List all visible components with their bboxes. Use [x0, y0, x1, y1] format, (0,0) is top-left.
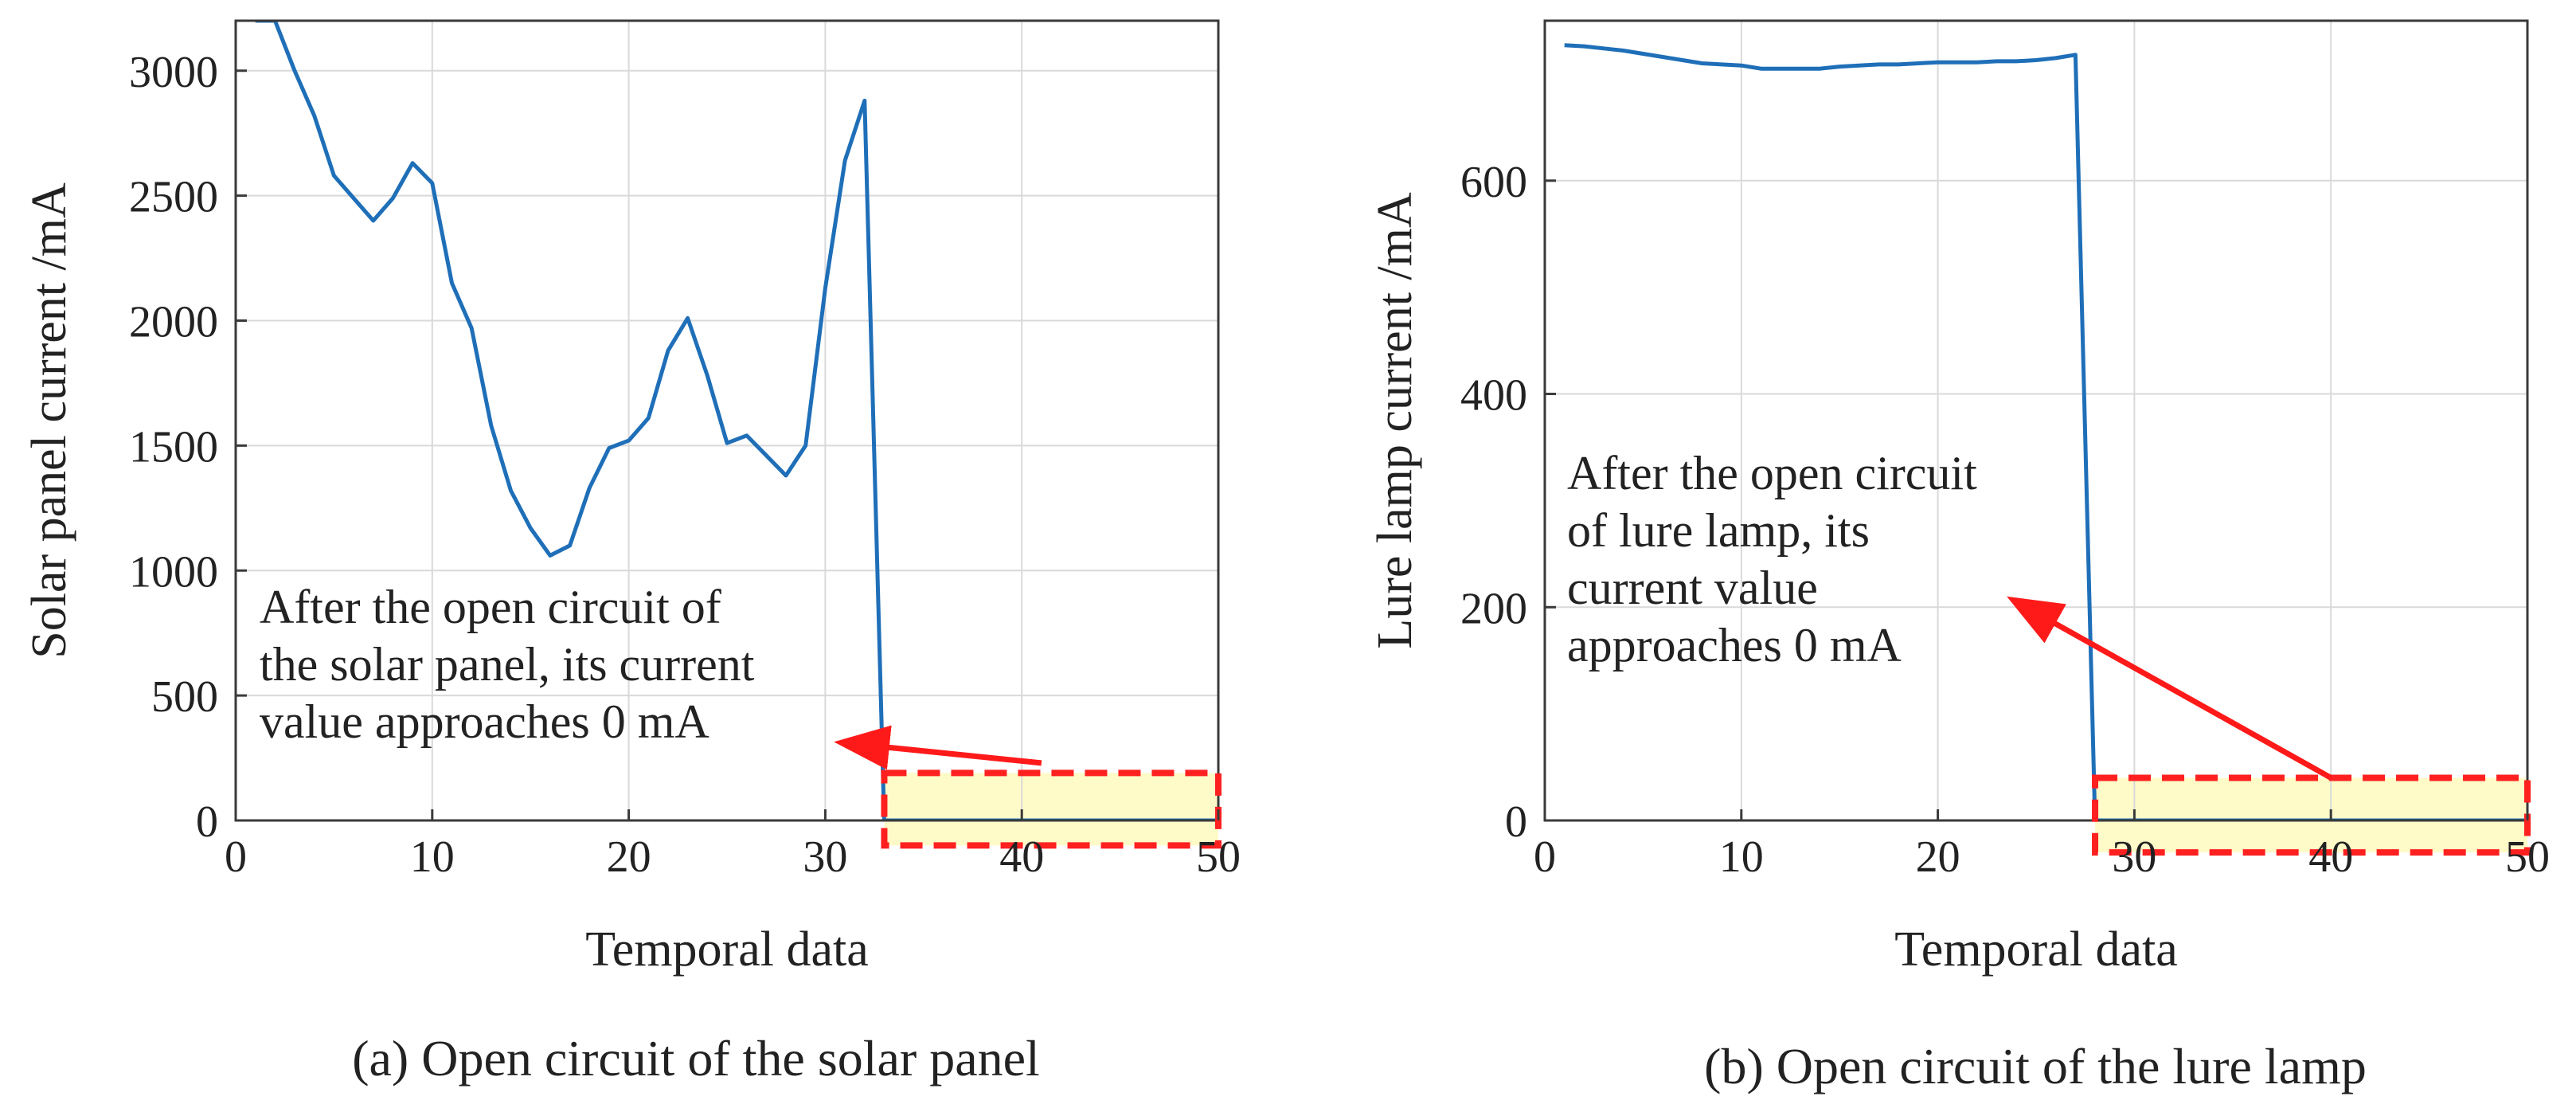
grid-layer-b [1544, 21, 2528, 821]
x-tick-label-a-2: 20 [607, 832, 651, 882]
x-tick-label-a-1: 10 [410, 832, 455, 882]
highlight-layer-a [884, 773, 1218, 846]
y-tick-label-a-1: 500 [151, 672, 218, 722]
x-tick-label-b-2: 20 [1916, 832, 1960, 882]
x-tick-label-a-5: 50 [1196, 832, 1241, 882]
x-tick-label-a-3: 30 [803, 832, 847, 882]
x-tick-label-b-1: 10 [1719, 832, 1764, 882]
y-tick-label-b-1: 200 [1460, 584, 1527, 633]
arrow-layer-a [834, 725, 1042, 770]
highlight-region-b [2095, 777, 2527, 853]
panel-b: 0 10 20 30 40 50 0 200 400 600 Temporal data Lur… [1368, 19, 2550, 1094]
annotation-arrow-a [834, 725, 1042, 770]
x-tick-label-a-0: 0 [225, 832, 247, 882]
x-tick-label-b-3: 30 [2112, 832, 2156, 882]
series-layer-a [255, 21, 1218, 820]
annotation-a-line-2: the solar panel, its current [260, 638, 755, 691]
x-axis-label-a: Temporal data [585, 922, 868, 977]
arrow-layer-b [2007, 596, 2332, 781]
caption-a: (a) Open circuit of the solar panel [352, 1030, 1040, 1087]
plot-frame-b [1543, 19, 2529, 822]
annotation-b-line-4: approaches 0 mA [1567, 619, 1902, 672]
y-axis-label-a: Solar panel current /mA [22, 182, 76, 659]
highlight-border-layer-a [881, 769, 1222, 849]
series-line-a-0 [255, 21, 1218, 820]
annotation-b: After the open circuit of lure lamp, its… [1567, 447, 1989, 672]
annotation-a-line-3: value approaches 0 mA [260, 695, 709, 748]
y-tick-label-b-3: 600 [1460, 158, 1527, 207]
panel-a: 0 10 20 30 40 50 0 500 1000 1500 2000 2500 3000 Tem… [22, 19, 1241, 1087]
annotation-b-line-2: of lure lamp, its [1567, 504, 1870, 557]
y-tick-layer-a: 0 500 1000 1500 2000 2500 3000 [129, 48, 247, 847]
x-axis-label-b: Temporal data [1894, 922, 2177, 977]
y-axis-label-b: Lure lamp current /mA [1368, 192, 1422, 649]
y-tick-label-b-0: 0 [1505, 797, 1527, 847]
annotation-b-line-1: After the open circuit [1567, 447, 1977, 499]
y-tick-label-a-2: 1000 [129, 547, 218, 597]
y-tick-label-a-5: 2500 [129, 173, 218, 222]
series-line-b-0 [1564, 43, 2527, 820]
y-tick-label-b-2: 400 [1460, 371, 1527, 421]
x-tick-layer-a: 0 10 20 30 40 50 [225, 809, 1241, 882]
y-tick-label-a-0: 0 [196, 797, 218, 847]
annotation-b-line-3: current value [1567, 562, 1818, 614]
x-tick-layer-b: 0 10 20 30 40 50 [1534, 809, 2550, 882]
x-tick-label-b-0: 0 [1534, 832, 1556, 882]
x-tick-label-b-5: 50 [2505, 832, 2550, 882]
x-tick-label-a-4: 40 [999, 832, 1044, 882]
annotation-arrow-b [2007, 596, 2332, 781]
highlight-layer-b [2095, 777, 2527, 853]
y-tick-label-a-4: 2000 [129, 298, 218, 347]
highlight-region-a [884, 773, 1218, 846]
y-tick-label-a-6: 3000 [129, 48, 218, 97]
caption-b: (b) Open circuit of the lure lamp [1704, 1038, 2367, 1094]
highlight-border-a [881, 769, 1222, 849]
annotation-a: After the open circuit of the solar pane… [260, 581, 766, 748]
y-tick-label-a-3: 1500 [129, 422, 218, 472]
annotation-a-line-1: After the open circuit of [260, 581, 721, 633]
series-layer-b [1564, 43, 2527, 820]
x-tick-label-b-4: 40 [2308, 832, 2353, 882]
plot-frame-a [234, 19, 1220, 822]
y-tick-layer-b: 0 200 400 600 [1460, 158, 1556, 847]
